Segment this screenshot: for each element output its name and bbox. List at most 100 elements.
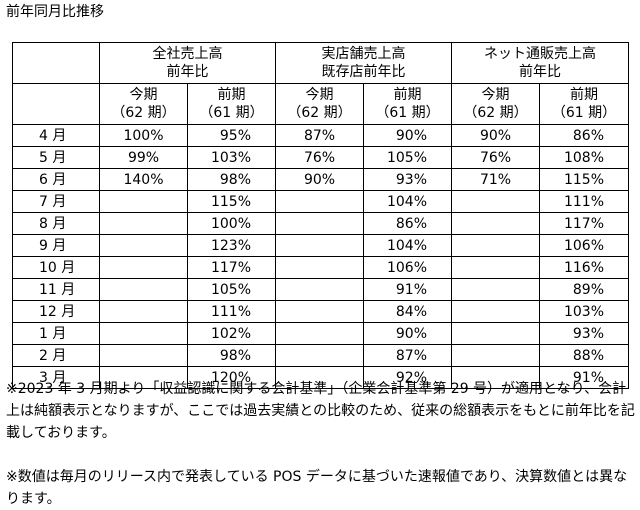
yoy-table: 全社売上高 前年比 実店舗売上高 既存店前年比 ネット通販売上高 前年比 今期 …: [12, 42, 629, 389]
table-row: 2 月 98% 87% 88%: [12, 344, 629, 367]
online-current-cell: [451, 300, 540, 323]
month-cell: 6 月: [12, 168, 100, 191]
total-prior-cell: 123%: [187, 234, 276, 257]
store-current-cell: [275, 344, 364, 367]
month-cell: 8 月: [12, 212, 100, 235]
month-cell: 9 月: [12, 234, 100, 257]
sub-header-prior: 前期 （61 期）: [363, 83, 452, 125]
month-cell: 10 月: [12, 256, 100, 279]
total-current-cell: [99, 190, 188, 213]
table-row: 7 月 115% 104% 111%: [12, 190, 629, 213]
total-current-cell: [99, 344, 188, 367]
footnote-spacer: [6, 444, 636, 466]
store-current-cell: [275, 300, 364, 323]
total-prior-cell: 98%: [187, 168, 276, 191]
table-row: 4 月 100% 95% 87% 90% 90% 86%: [12, 124, 629, 147]
sub-header-prior-line1: 前期: [570, 87, 598, 103]
month-cell: 7 月: [12, 190, 100, 213]
table-row: 8 月 100% 86% 117%: [12, 212, 629, 235]
total-prior-cell: 115%: [187, 190, 276, 213]
table-row: 1 月 102% 90% 93%: [12, 322, 629, 345]
store-current-cell: [275, 212, 364, 235]
sub-header-prior-line2: （61 期）: [199, 105, 264, 121]
sub-header-current-line1: 今期: [305, 87, 334, 103]
online-current-cell: 71%: [451, 168, 540, 191]
online-prior-cell: 116%: [539, 256, 629, 279]
table-row: 11 月 105% 91% 89%: [12, 278, 629, 301]
month-cell: 1 月: [12, 322, 100, 345]
total-current-cell: 100%: [99, 124, 188, 147]
total-prior-cell: 95%: [187, 124, 276, 147]
store-current-cell: [275, 256, 364, 279]
online-prior-cell: 88%: [539, 344, 629, 367]
online-prior-cell: 108%: [539, 146, 629, 169]
total-current-cell: [99, 212, 188, 235]
online-current-cell: [451, 322, 540, 345]
sub-header-prior-line2: （61 期）: [551, 105, 617, 121]
online-prior-cell: 89%: [539, 278, 629, 301]
month-cell: 12 月: [12, 300, 100, 323]
online-prior-cell: 86%: [539, 124, 629, 147]
store-current-cell: 87%: [275, 124, 364, 147]
sub-header-prior: 前期 （61 期）: [187, 83, 276, 125]
sub-header-current-line2: （62 期）: [287, 105, 352, 121]
table-row: 12 月 111% 84% 103%: [12, 300, 629, 323]
table-row: 10 月 117% 106% 116%: [12, 256, 629, 279]
group-header-total-line1: 全社売上高: [152, 46, 223, 62]
table-row: 9 月 123% 104% 106%: [12, 234, 629, 257]
sub-header-current-line2: （62 期）: [111, 105, 176, 121]
page-title: 前年同月比推移: [6, 4, 104, 20]
total-prior-cell: 103%: [187, 146, 276, 169]
footnotes: ※2023 年 3 月期より「収益認識に関する会計基準」（企業会計基準第 29 …: [6, 378, 636, 510]
online-current-cell: [451, 190, 540, 213]
sub-header-prior-line1: 前期: [393, 87, 422, 103]
store-prior-cell: 104%: [363, 190, 452, 213]
store-current-cell: [275, 278, 364, 301]
online-current-cell: 76%: [451, 146, 540, 169]
corner-cell: [12, 42, 100, 84]
store-prior-cell: 92%: [363, 366, 452, 389]
group-header-total-line2: 前年比: [166, 64, 209, 80]
total-current-cell: 99%: [99, 146, 188, 169]
total-current-cell: [99, 256, 188, 279]
online-current-cell: [451, 256, 540, 279]
online-current-cell: 90%: [451, 124, 540, 147]
store-current-cell: [275, 322, 364, 345]
footnote-preliminary-figures: ※数値は毎月のリリース内で発表している POS データに基づいた速報値であり、決…: [6, 469, 628, 507]
online-current-cell: [451, 278, 540, 301]
group-header-online-line1: ネット通販売上高: [484, 46, 596, 62]
month-cell: 2 月: [12, 344, 100, 367]
store-prior-cell: 104%: [363, 234, 452, 257]
store-prior-cell: 106%: [363, 256, 452, 279]
table-row: 6 月 140% 98% 90% 93% 71% 115%: [12, 168, 629, 191]
month-cell: 5 月: [12, 146, 100, 169]
group-header-online-line2: 前年比: [519, 64, 561, 80]
sub-header-prior-line2: （61 期）: [375, 105, 440, 121]
total-prior-cell: 102%: [187, 322, 276, 345]
month-cell: 11 月: [12, 278, 100, 301]
online-prior-cell: 93%: [539, 322, 629, 345]
store-prior-cell: 90%: [363, 124, 452, 147]
store-current-cell: 76%: [275, 146, 364, 169]
total-current-cell: 140%: [99, 168, 188, 191]
total-prior-cell: 105%: [187, 278, 276, 301]
total-current-cell: [99, 300, 188, 323]
store-current-cell: [275, 190, 364, 213]
total-prior-cell: 98%: [187, 344, 276, 367]
group-header-store-line1: 実店舗売上高: [321, 46, 406, 62]
sub-header-blank: [12, 83, 100, 125]
total-current-cell: [99, 278, 188, 301]
total-prior-cell: 100%: [187, 212, 276, 235]
store-prior-cell: 93%: [363, 168, 452, 191]
group-header-total: 全社売上高 前年比: [99, 42, 276, 84]
total-prior-cell: 120%: [187, 366, 276, 389]
total-prior-cell: 117%: [187, 256, 276, 279]
month-cell: 4 月: [12, 124, 100, 147]
store-prior-cell: 91%: [363, 278, 452, 301]
total-prior-cell: 111%: [187, 300, 276, 323]
online-prior-cell: 106%: [539, 234, 629, 257]
sub-header-prior-line1: 前期: [217, 87, 246, 103]
sub-header-current: 今期 （62 期）: [99, 83, 188, 125]
store-prior-cell: 105%: [363, 146, 452, 169]
store-prior-cell: 86%: [363, 212, 452, 235]
